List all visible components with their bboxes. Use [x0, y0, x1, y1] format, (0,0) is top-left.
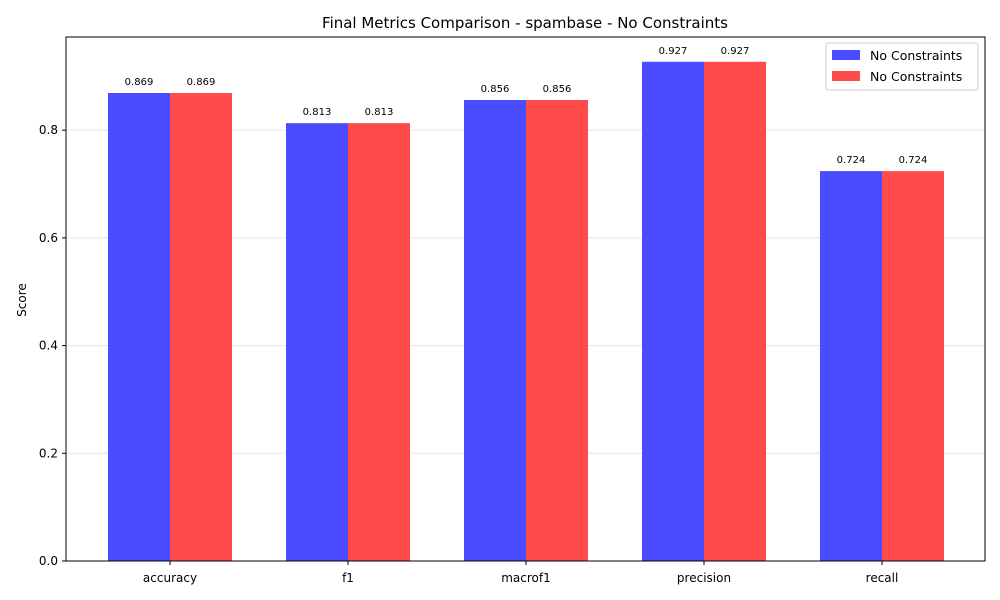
legend-swatch-red — [832, 71, 860, 81]
y-tick-label: 0.0 — [39, 554, 58, 568]
x-tick-label-recall: recall — [866, 571, 899, 585]
y-axis-label: Score — [15, 283, 29, 317]
legend-label-red: No Constraints — [870, 69, 962, 84]
value-labels: 0.869 0.869 0.813 0.813 0.856 0.856 0.927 0.927… — [125, 46, 928, 166]
y-tick-label: 0.2 — [39, 446, 58, 460]
chart-title: Final Metrics Comparison - spambase - No… — [322, 14, 728, 32]
legend-swatch-blue — [832, 50, 860, 60]
value-label-accuracy-series-0: 0.869 — [125, 77, 154, 88]
bars — [108, 61, 944, 562]
x-tick-label-macrof1: macrof1 — [501, 571, 551, 585]
value-label-macrof1-series-0: 0.856 — [481, 84, 510, 95]
legend: No Constraints No Constraints — [825, 42, 979, 91]
value-label-precision-series-0: 0.927 — [659, 46, 688, 57]
value-label-f1-series-1: 0.813 — [365, 107, 394, 118]
y-axis-ticks: 0.0 0.2 0.4 0.6 0.8 — [39, 123, 66, 568]
y-tick-label: 0.8 — [39, 123, 58, 137]
bar-f1-series-1 — [348, 123, 410, 561]
y-tick-label: 0.4 — [39, 339, 58, 353]
bar-precision-series-0 — [642, 61, 704, 562]
bar-accuracy-series-0 — [108, 93, 170, 561]
value-label-recall-series-1: 0.724 — [899, 155, 928, 166]
bar-recall-series-0 — [820, 171, 882, 561]
value-label-precision-series-1: 0.927 — [721, 46, 750, 57]
legend-label-blue: No Constraints — [870, 48, 962, 63]
bar-macrof1-series-0 — [464, 100, 526, 561]
value-label-recall-series-0: 0.724 — [837, 155, 866, 166]
x-axis-ticks: accuracy f1 macrof1 precision recall — [143, 561, 898, 585]
value-label-accuracy-series-1: 0.869 — [187, 77, 216, 88]
bar-macrof1-series-1 — [526, 100, 588, 561]
bar-recall-series-1 — [882, 171, 944, 561]
bar-precision-series-1 — [704, 61, 766, 562]
x-tick-label-f1: f1 — [342, 571, 354, 585]
x-tick-label-accuracy: accuracy — [143, 571, 197, 585]
value-label-f1-series-0: 0.813 — [303, 107, 332, 118]
y-tick-label: 0.6 — [39, 231, 58, 245]
x-tick-label-precision: precision — [677, 571, 731, 585]
legend-box — [825, 42, 979, 91]
bar-f1-series-0 — [286, 123, 348, 561]
value-label-macrof1-series-1: 0.856 — [543, 84, 572, 95]
bar-accuracy-series-1 — [170, 93, 232, 561]
